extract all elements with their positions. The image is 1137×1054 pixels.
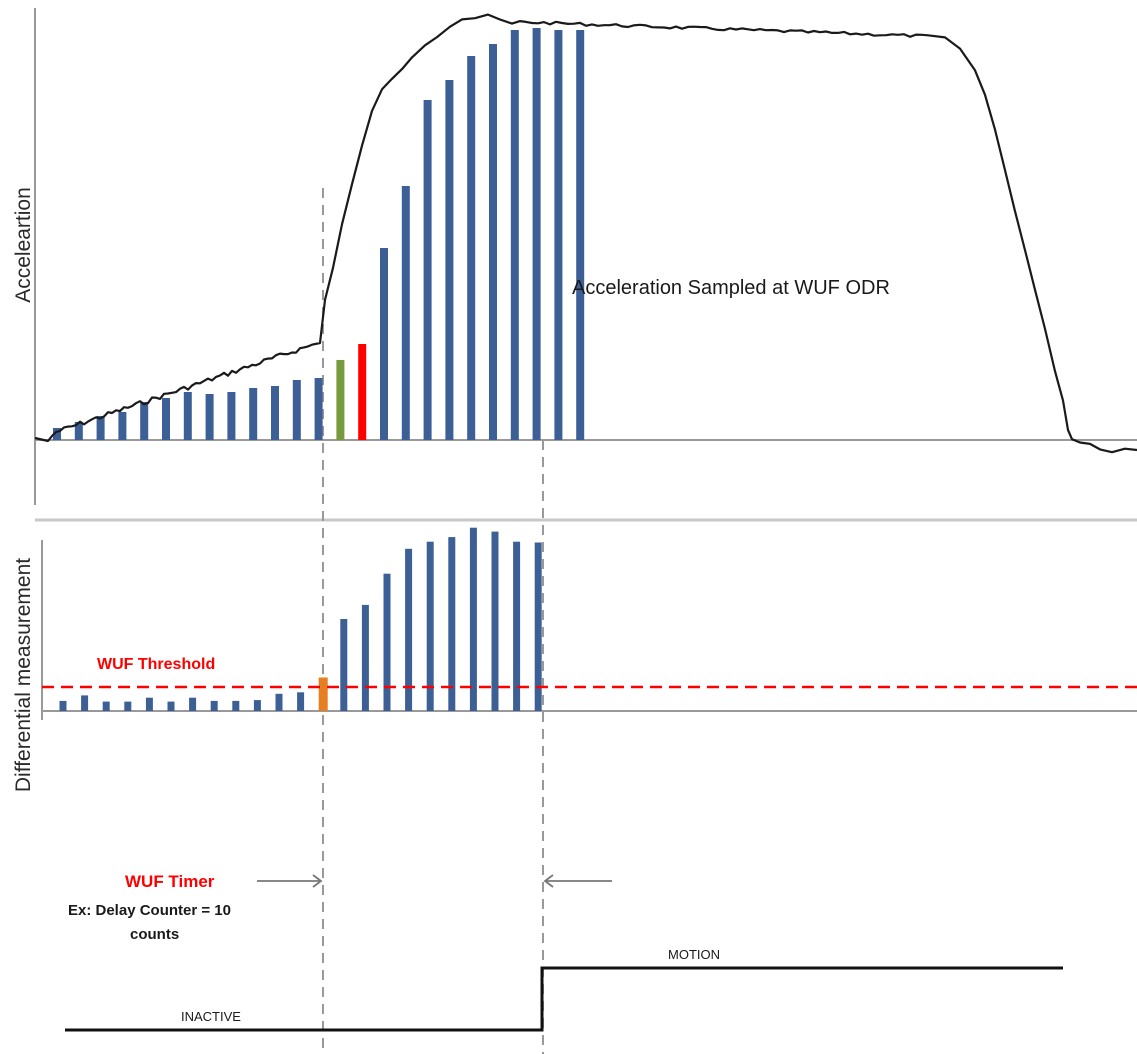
diff-bar bbox=[253, 700, 261, 711]
diff-bar-over-threshold bbox=[469, 527, 477, 711]
diff-bar bbox=[210, 700, 218, 711]
sample-bar-below bbox=[249, 388, 258, 440]
sample-bar-motion bbox=[445, 80, 454, 440]
acceleration-curve bbox=[34, 13, 1137, 454]
timer-arrow-right-head bbox=[543, 874, 554, 888]
diff-bar-over-threshold bbox=[361, 604, 369, 711]
sample-bar-pre-trigger bbox=[336, 360, 345, 440]
diff-bar bbox=[297, 692, 305, 711]
sample-bar-below bbox=[118, 412, 127, 440]
bottom-y-axis-label: Differential measurement bbox=[12, 558, 35, 792]
sample-bar-below bbox=[183, 392, 192, 440]
diff-bar bbox=[189, 697, 197, 711]
sample-bar-below bbox=[292, 380, 301, 440]
diff-bar-over-threshold bbox=[340, 619, 348, 711]
sample-bar-motion bbox=[532, 28, 541, 440]
diff-bar-over-threshold bbox=[448, 537, 456, 711]
sample-bar-motion bbox=[467, 56, 476, 440]
diff-bar bbox=[102, 701, 110, 711]
sample-bar-motion bbox=[380, 248, 388, 440]
diff-bar-over-threshold bbox=[534, 542, 542, 711]
wuf-timer-title: WUF Timer bbox=[125, 872, 215, 891]
differential-bars bbox=[59, 527, 542, 711]
sample-bar-trigger bbox=[358, 344, 367, 440]
sample-bar-motion bbox=[489, 44, 497, 440]
diff-bar bbox=[124, 701, 132, 711]
sample-bar-below bbox=[227, 392, 236, 440]
wuf-timer-desc-line2: counts bbox=[130, 926, 179, 943]
diff-bar bbox=[145, 697, 153, 711]
inactive-label: INACTIVE bbox=[181, 1009, 241, 1024]
diff-bar bbox=[81, 695, 89, 711]
sample-bars bbox=[53, 28, 585, 440]
diff-bar-over-threshold bbox=[513, 541, 521, 711]
sample-bar-below bbox=[205, 394, 214, 440]
top-y-axis-label: Acceleartion bbox=[12, 187, 35, 303]
sample-bar-below bbox=[162, 398, 170, 440]
sample-bar-motion bbox=[510, 30, 519, 440]
diff-bar bbox=[167, 701, 175, 711]
diff-bar-over-threshold bbox=[426, 541, 434, 711]
sample-bar-below bbox=[140, 402, 149, 440]
diff-bar-over-threshold bbox=[383, 573, 391, 711]
sample-bar-below bbox=[74, 422, 83, 440]
timer-arrow-left-head bbox=[312, 874, 323, 888]
diff-bar bbox=[275, 693, 283, 711]
diff-bar bbox=[59, 700, 67, 711]
sample-bar-below bbox=[314, 378, 323, 440]
diff-bar-over-threshold bbox=[318, 677, 328, 711]
diff-bar-over-threshold bbox=[405, 548, 413, 711]
sample-bar-motion bbox=[423, 100, 432, 440]
sample-bar-motion bbox=[554, 30, 563, 440]
sample-bar-motion bbox=[576, 30, 585, 440]
state-signal bbox=[65, 966, 1063, 1032]
wuf-timer-desc-line1: Ex: Delay Counter = 10 bbox=[68, 902, 231, 919]
diff-bar bbox=[232, 700, 240, 711]
sample-bar-motion bbox=[401, 186, 410, 440]
sample-bar-below bbox=[53, 428, 61, 440]
acceleration-annotation: Acceleration Sampled at WUF ODR bbox=[572, 277, 890, 299]
diff-bar-over-threshold bbox=[491, 531, 499, 711]
wuf-threshold-label: WUF Threshold bbox=[97, 656, 215, 673]
sample-bar-below bbox=[271, 386, 279, 440]
motion-label: MOTION bbox=[668, 947, 720, 962]
sample-bar-below bbox=[96, 416, 105, 440]
